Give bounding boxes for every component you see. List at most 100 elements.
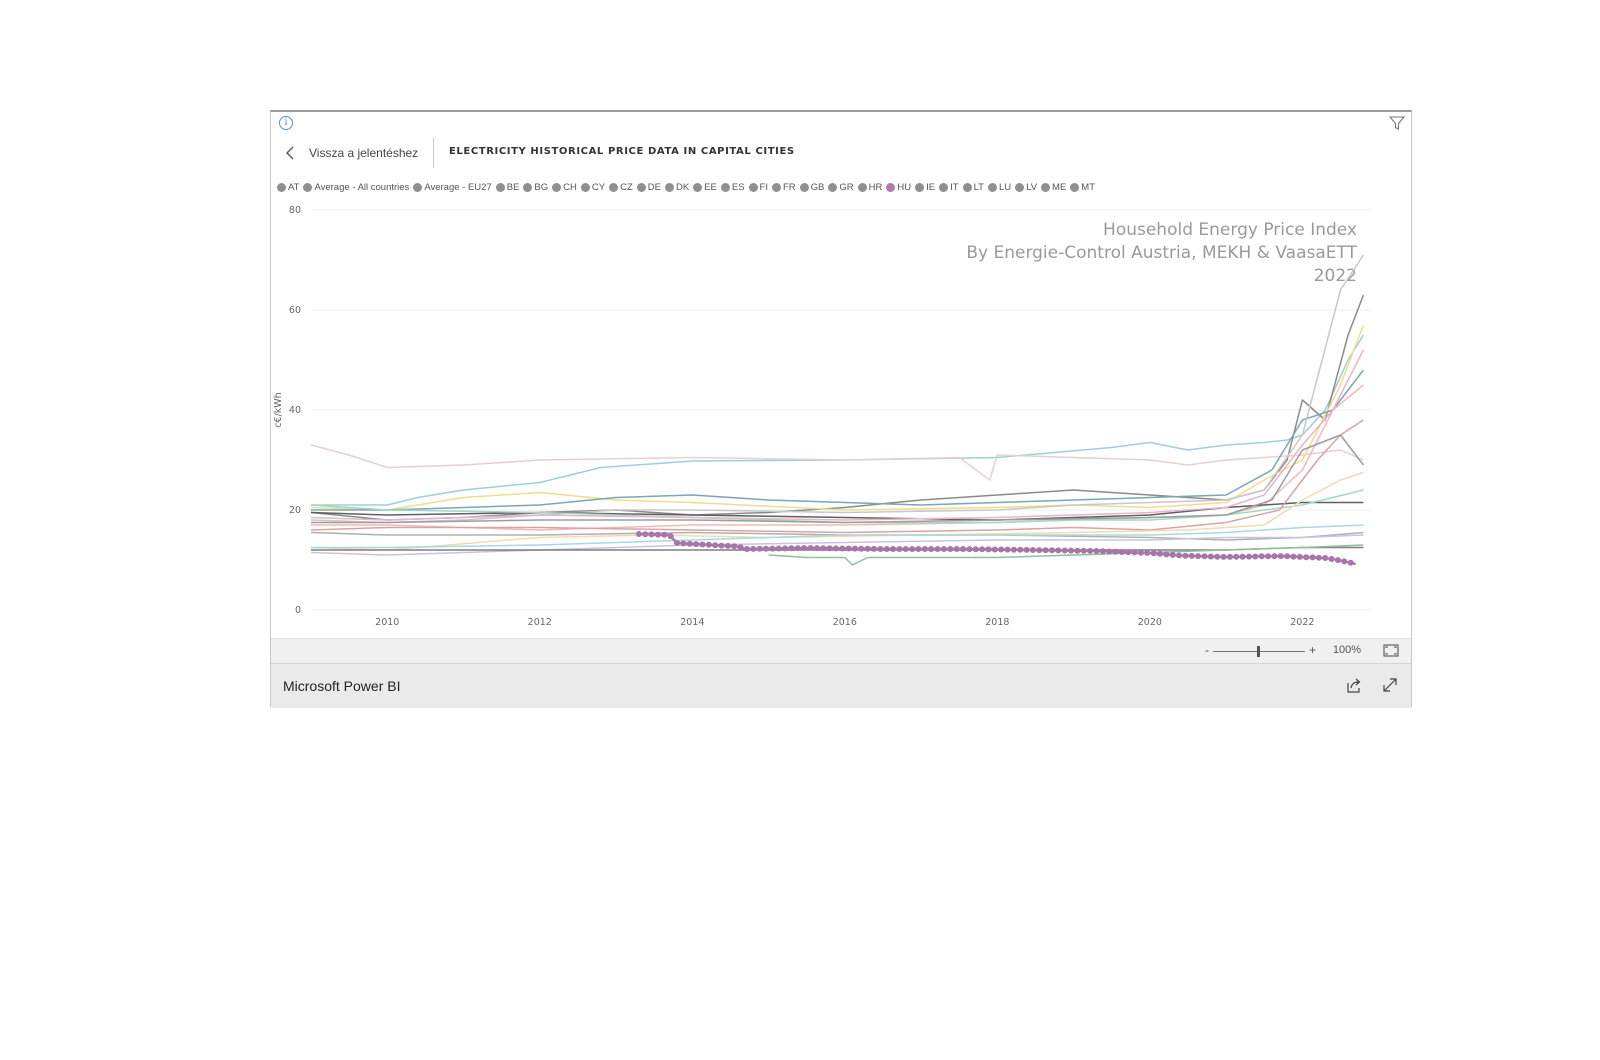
hu-data-point <box>775 545 782 552</box>
report-visual-frame: i Vissza a jelentéshez ELECTRICITY HISTO… <box>270 110 1412 708</box>
hu-data-point <box>655 531 661 538</box>
legend-item-me[interactable]: ME <box>1041 182 1066 193</box>
hu-data-point <box>743 546 750 552</box>
hu-data-point <box>801 545 808 551</box>
legend-item-ch[interactable]: CH <box>552 182 577 193</box>
legend-label: FR <box>783 182 796 193</box>
legend-item-it[interactable]: IT <box>939 182 959 193</box>
legend-item-bg[interactable]: BG <box>523 182 548 193</box>
hu-data-point <box>1157 550 1163 557</box>
legend-item-cy[interactable]: CY <box>580 182 605 193</box>
share-icon[interactable] <box>1345 676 1363 694</box>
hu-data-point <box>1049 547 1055 554</box>
x-tick-label: 2016 <box>833 617 857 628</box>
hu-data-point <box>1239 553 1246 560</box>
hu-data-point <box>852 545 858 552</box>
legend-item-lv[interactable]: LV <box>1015 182 1037 193</box>
legend-item-hu[interactable]: HU <box>886 182 911 193</box>
legend-marker <box>857 183 867 192</box>
series-line <box>310 294 1365 521</box>
legend-item-fr[interactable]: FR <box>772 182 796 193</box>
hu-data-point <box>940 546 947 552</box>
hu-data-point <box>1335 557 1341 564</box>
hu-data-point <box>966 546 973 553</box>
info-icon[interactable]: i <box>279 116 293 130</box>
hu-data-point <box>902 546 909 552</box>
legend-item-gb[interactable]: GB <box>799 182 825 193</box>
legend-marker <box>987 183 997 192</box>
hu-data-point <box>871 545 877 552</box>
hu-data-point <box>1252 553 1259 560</box>
legend-label: LU <box>998 182 1012 193</box>
legend-item-average-all-countries[interactable]: Average - All countries <box>303 182 409 193</box>
back-to-report-button[interactable]: Vissza a jelentéshez <box>283 138 418 168</box>
series-line <box>768 544 1364 566</box>
fit-to-page-icon[interactable] <box>1383 644 1399 657</box>
hu-data-point <box>953 546 960 552</box>
hu-data-point <box>839 545 846 552</box>
hu-data-point <box>934 546 941 552</box>
legend-marker <box>277 183 286 192</box>
legend-marker <box>828 183 838 192</box>
legend-label: GR <box>839 182 854 193</box>
legend-item-ee[interactable]: EE <box>693 182 717 193</box>
legend-label: ES <box>731 182 745 193</box>
hu-data-point <box>1246 553 1252 560</box>
hu-data-point <box>807 545 814 551</box>
hu-data-point <box>1220 553 1227 560</box>
legend-item-es[interactable]: ES <box>720 182 745 193</box>
legend-item-lt[interactable]: LT <box>962 182 984 193</box>
zoom-slider[interactable] <box>1213 646 1305 657</box>
hu-data-point <box>1093 548 1100 554</box>
legend-label: IE <box>926 182 936 193</box>
hu-data-point <box>928 546 935 552</box>
hu-data-point <box>1029 547 1036 553</box>
zoom-slider-thumb[interactable] <box>1257 646 1260 657</box>
legend-item-mt[interactable]: MT <box>1070 182 1095 193</box>
watermark-line: Household Energy Price Index <box>1103 220 1357 240</box>
legend-label: DE <box>647 182 661 193</box>
watermark-line: By Energie-Control Austria, MEKH & Vaasa… <box>966 243 1357 263</box>
report-nav: Vissza a jelentéshez ELECTRICITY HISTORI… <box>271 138 1411 168</box>
legend-item-cz[interactable]: CZ <box>609 182 633 193</box>
legend-label: LT <box>973 182 984 193</box>
hu-data-point <box>693 541 700 548</box>
legend-item-hr[interactable]: HR <box>857 182 882 193</box>
legend-item-de[interactable]: DE <box>636 182 661 193</box>
legend-label: BG <box>534 182 549 193</box>
expand-icon[interactable] <box>1381 676 1399 694</box>
hu-data-point <box>1023 546 1030 553</box>
hu-data-point <box>1055 547 1062 554</box>
legend-item-ie[interactable]: IE <box>915 182 935 193</box>
hu-data-point <box>826 545 833 552</box>
hu-data-point <box>883 546 890 552</box>
legend-item-be[interactable]: BE <box>495 182 519 193</box>
legend-item-lu[interactable]: LU <box>987 182 1012 193</box>
chevron-left-icon <box>286 146 294 160</box>
hu-data-point <box>1112 548 1119 555</box>
legend-item-dk[interactable]: DK <box>664 182 689 193</box>
legend-item-gr[interactable]: GR <box>828 182 854 193</box>
hu-data-point <box>769 545 776 552</box>
legend-label: CZ <box>620 182 633 193</box>
hu-data-point <box>1087 547 1094 554</box>
chart-legend: AT Average - All countries Average - EU27 B… <box>277 182 1099 193</box>
hu-data-point <box>979 546 986 553</box>
zoom-level: 100% <box>1332 644 1361 656</box>
hu-data-point <box>1322 555 1329 561</box>
series-line <box>310 489 1364 524</box>
filter-icon[interactable] <box>1389 115 1405 131</box>
legend-marker <box>580 183 590 192</box>
zoom-in-button[interactable]: + <box>1308 643 1316 657</box>
legend-label: MT <box>1081 182 1095 193</box>
legend-item-average-eu27[interactable]: Average - EU27 <box>413 182 492 193</box>
hu-data-point <box>1284 553 1291 560</box>
zoom-out-button[interactable]: - <box>1205 643 1209 657</box>
hu-data-point <box>1207 553 1214 560</box>
hu-data-point <box>1118 549 1125 555</box>
hu-data-point <box>1233 553 1240 560</box>
legend-item-fi[interactable]: FI <box>748 182 768 193</box>
legend-label: FI <box>759 182 768 193</box>
legend-item-at[interactable]: AT <box>277 182 299 193</box>
legend-label: GB <box>810 182 825 193</box>
